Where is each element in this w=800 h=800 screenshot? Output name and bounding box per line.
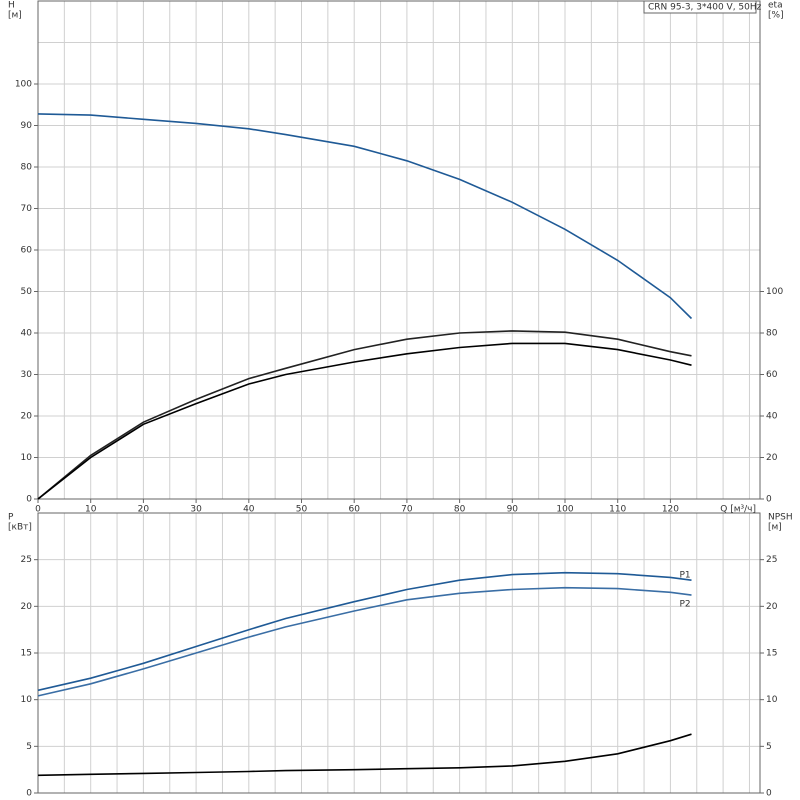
x-tick-label: 10 (85, 505, 97, 515)
y2-tick-label: 80 (766, 329, 778, 339)
y-tick-label: 70 (21, 204, 33, 214)
y-axis-unit: [м] (8, 11, 22, 21)
x-tick-label: 110 (609, 505, 626, 515)
y-tick-label: 80 (21, 163, 33, 173)
y-tick-label: 10 (21, 453, 33, 463)
curve (37, 586, 692, 697)
y-tick-label: 10 (21, 695, 33, 705)
curve-label: P2 (679, 600, 690, 610)
curve (37, 571, 692, 692)
y2-tick-label: 40 (766, 412, 778, 422)
y2-tick-label: 100 (766, 287, 783, 297)
x-tick-label: 70 (401, 505, 413, 515)
legend-box (643, 0, 757, 14)
curve-label: P1 (679, 571, 690, 581)
y2-axis-label: NPSH (768, 513, 793, 523)
curve (37, 733, 692, 777)
x-tick-label: 100 (556, 505, 573, 515)
x-tick-label: 40 (243, 505, 255, 515)
x-tick-label: 80 (454, 505, 466, 515)
y-tick-label: 100 (15, 80, 32, 90)
y2-tick-label: 5 (766, 742, 772, 752)
y-axis-label: P (8, 513, 14, 523)
y-axis-label: H (8, 1, 15, 11)
y2-tick-label: 0 (766, 789, 772, 799)
y2-axis-unit: [%] (768, 11, 784, 21)
y-tick-label: 30 (21, 370, 33, 380)
y2-tick-label: 20 (766, 602, 778, 612)
y-axis-unit: [кВт] (8, 523, 32, 533)
x-axis-label: Q [м³/ч] (720, 505, 756, 515)
y2-axis-unit: [м] (768, 523, 782, 533)
y2-tick-label: 15 (766, 649, 777, 659)
y-tick-label: 40 (21, 329, 33, 339)
y-tick-label: 20 (21, 412, 33, 422)
y-tick-label: 25 (21, 555, 32, 565)
y-tick-label: 60 (21, 246, 33, 256)
y-tick-label: 5 (26, 742, 32, 752)
x-tick-label: 30 (190, 505, 202, 515)
y2-axis-label: eta (768, 1, 783, 11)
y-tick-label: 0 (26, 495, 32, 505)
y-tick-label: 0 (26, 789, 32, 799)
x-tick-label: 20 (138, 505, 150, 515)
y2-tick-label: 60 (766, 370, 778, 380)
y-tick-label: 50 (21, 287, 33, 297)
curve (37, 342, 692, 500)
y-tick-label: 20 (21, 602, 33, 612)
y-tick-label: 15 (21, 649, 32, 659)
x-tick-label: 60 (348, 505, 360, 515)
y2-tick-label: 20 (766, 453, 778, 463)
y2-tick-label: 0 (766, 495, 772, 505)
y2-tick-label: 10 (766, 695, 778, 705)
y-tick-label: 90 (21, 121, 33, 131)
x-tick-label: 50 (296, 505, 308, 515)
chart-title: CRN 95-3, 3*400 V, 50Hz (648, 3, 762, 13)
curve (37, 330, 692, 500)
x-tick-label: 90 (507, 505, 519, 515)
x-tick-label: 0 (35, 505, 41, 515)
y2-tick-label: 25 (766, 555, 777, 565)
curve (37, 113, 693, 320)
x-tick-label: 120 (662, 505, 679, 515)
